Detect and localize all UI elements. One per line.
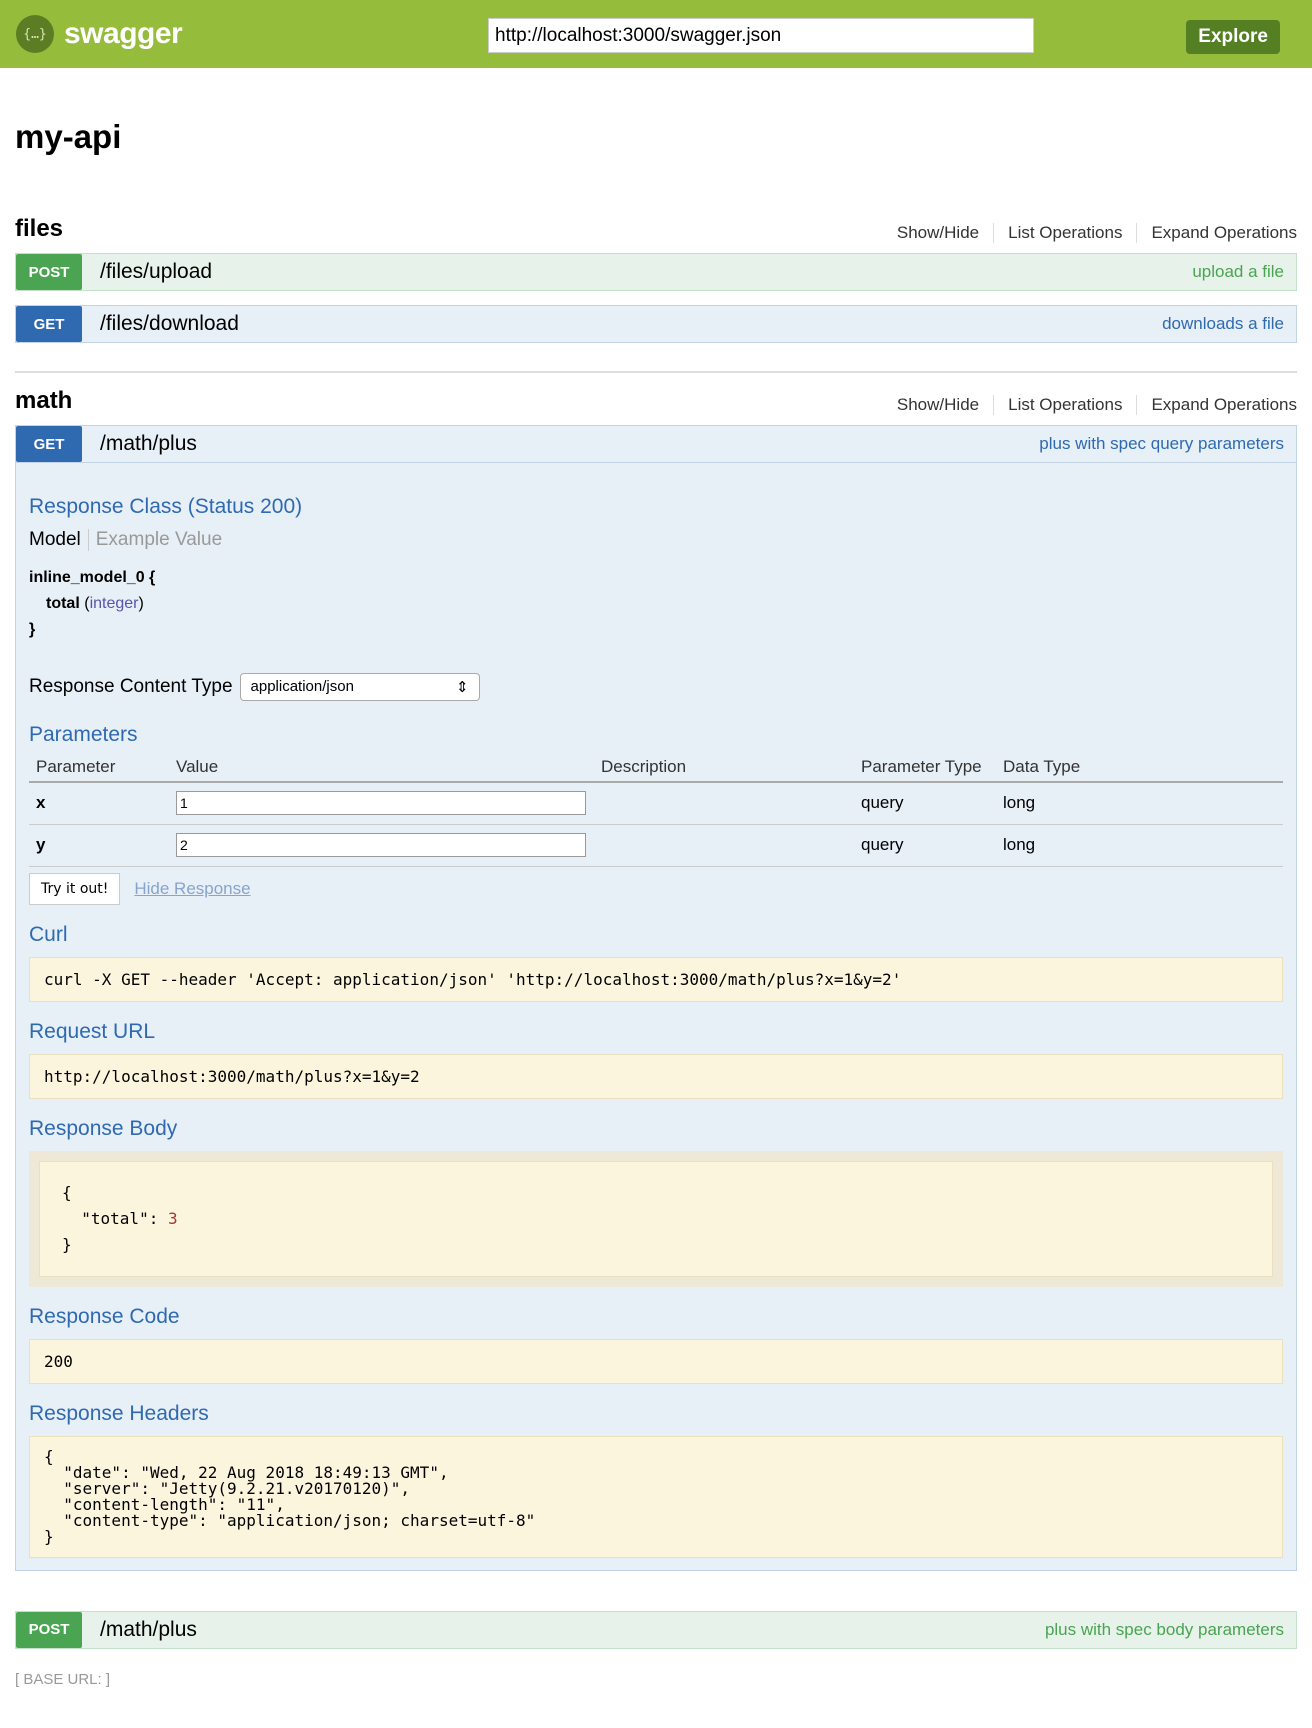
swagger-logo[interactable]: {…} swagger: [16, 15, 183, 53]
response-class-title: Response Class (Status 200): [29, 495, 303, 518]
operation-path[interactable]: /math/plus: [100, 432, 197, 455]
col-description: Description: [594, 753, 854, 783]
model-schema: inline_model_0 { total (integer) }: [29, 569, 156, 638]
hide-response-link[interactable]: Hide Response: [134, 878, 251, 898]
operation-get-files-download[interactable]: GET /files/download downloads a file: [15, 305, 1297, 343]
show-hide-link[interactable]: Show/Hide: [896, 223, 980, 242]
curl-block: curl -X GET --header 'Accept: applicatio…: [29, 956, 1283, 1002]
curl-title: Curl: [29, 922, 68, 946]
param-data-type: long: [996, 782, 1283, 825]
col-value: Value: [169, 753, 594, 783]
body-key: "total":: [62, 1208, 168, 1228]
expand-operations-link[interactable]: Expand Operations: [1136, 223, 1297, 243]
operation-summary[interactable]: upload a file: [1192, 262, 1284, 281]
try-it-out-button[interactable]: Try it out!: [29, 872, 121, 905]
resource-math: math Show/Hide List Operations Expand Op…: [15, 383, 1297, 1649]
param-name: y: [29, 824, 169, 867]
model-close: }: [29, 621, 36, 638]
col-data-type: Data Type: [996, 753, 1283, 783]
content-type-value: application/json: [250, 678, 354, 695]
content-type-select[interactable]: application/json ⇕: [239, 673, 480, 701]
response-code-block: 200: [29, 1338, 1283, 1384]
parameters-title: Parameters: [29, 723, 138, 746]
tab-model[interactable]: Model: [29, 529, 81, 550]
col-parameter: Parameter: [29, 753, 169, 783]
list-operations-link[interactable]: List Operations: [993, 223, 1136, 243]
param-x-input[interactable]: [176, 791, 586, 816]
logo-text: swagger: [64, 17, 183, 50]
swagger-logo-icon: {…}: [16, 15, 54, 53]
response-headers-block: { "date": "Wed, 22 Aug 2018 18:49:13 GMT…: [29, 1435, 1283, 1558]
model-name: inline_model_0 {: [29, 569, 156, 586]
spec-url-input[interactable]: [488, 18, 1034, 53]
top-bar: {…} swagger Explore: [0, 0, 1312, 68]
operation-path[interactable]: /math/plus: [100, 1617, 197, 1641]
param-y-input[interactable]: [176, 833, 586, 857]
expand-operations-link[interactable]: Expand Operations: [1136, 395, 1297, 415]
parameters-table: Parameter Value Description Parameter Ty…: [29, 753, 1283, 867]
response-code-title: Response Code: [29, 1304, 180, 1328]
param-name: x: [29, 782, 169, 825]
resource-name[interactable]: math: [15, 387, 73, 414]
body-close: }: [62, 1234, 72, 1254]
content-type-label: Response Content Type: [29, 676, 233, 697]
response-headers-title: Response Headers: [29, 1401, 209, 1425]
operation-post-files-upload[interactable]: POST /files/upload upload a file: [15, 253, 1297, 291]
model-type: integer: [89, 595, 139, 612]
show-hide-link[interactable]: Show/Hide: [896, 395, 980, 414]
method-badge: POST: [16, 254, 82, 290]
operation-details: Response Class (Status 200) Model Exampl…: [15, 463, 1297, 1571]
operation-summary[interactable]: plus with spec query parameters: [1039, 434, 1284, 453]
api-title: my-api: [15, 118, 122, 155]
response-body-block: { "total": 3 }: [39, 1160, 1273, 1277]
resource-files: files Show/Hide List Operations Expand O…: [15, 211, 1297, 373]
operation-get-math-plus[interactable]: GET /math/plus plus with spec query para…: [15, 425, 1297, 463]
tab-example-value[interactable]: Example Value: [87, 529, 229, 551]
response-body-title: Response Body: [29, 1116, 178, 1140]
method-badge: GET: [16, 426, 82, 462]
request-url-title: Request URL: [29, 1019, 156, 1043]
operation-path[interactable]: /files/download: [100, 312, 239, 335]
method-badge: POST: [16, 1611, 82, 1648]
param-description: [594, 782, 854, 825]
param-type: query: [854, 824, 996, 867]
model-prop: total: [46, 595, 80, 612]
param-type: query: [854, 782, 996, 825]
body-open: {: [62, 1182, 72, 1202]
param-data-type: long: [996, 824, 1283, 867]
resource-name[interactable]: files: [15, 215, 64, 242]
operation-path[interactable]: /files/upload: [100, 260, 213, 283]
table-row: x query long: [29, 782, 1283, 825]
list-operations-link[interactable]: List Operations: [993, 395, 1136, 415]
select-arrows-icon: ⇕: [455, 679, 469, 696]
operation-summary[interactable]: plus with spec body parameters: [1044, 1619, 1284, 1639]
base-url: [ BASE URL: ]: [15, 1670, 111, 1688]
explore-button[interactable]: Explore: [1186, 20, 1280, 54]
operation-post-math-plus[interactable]: POST /math/plus plus with spec body para…: [15, 1610, 1297, 1649]
col-parameter-type: Parameter Type: [854, 753, 996, 783]
body-value: 3: [167, 1208, 178, 1228]
request-url-block: http://localhost:3000/math/plus?x=1&y=2: [29, 1053, 1283, 1099]
table-row: y query long: [29, 824, 1283, 867]
method-badge: GET: [16, 306, 82, 342]
param-description: [594, 824, 854, 867]
operation-summary[interactable]: downloads a file: [1162, 314, 1284, 333]
